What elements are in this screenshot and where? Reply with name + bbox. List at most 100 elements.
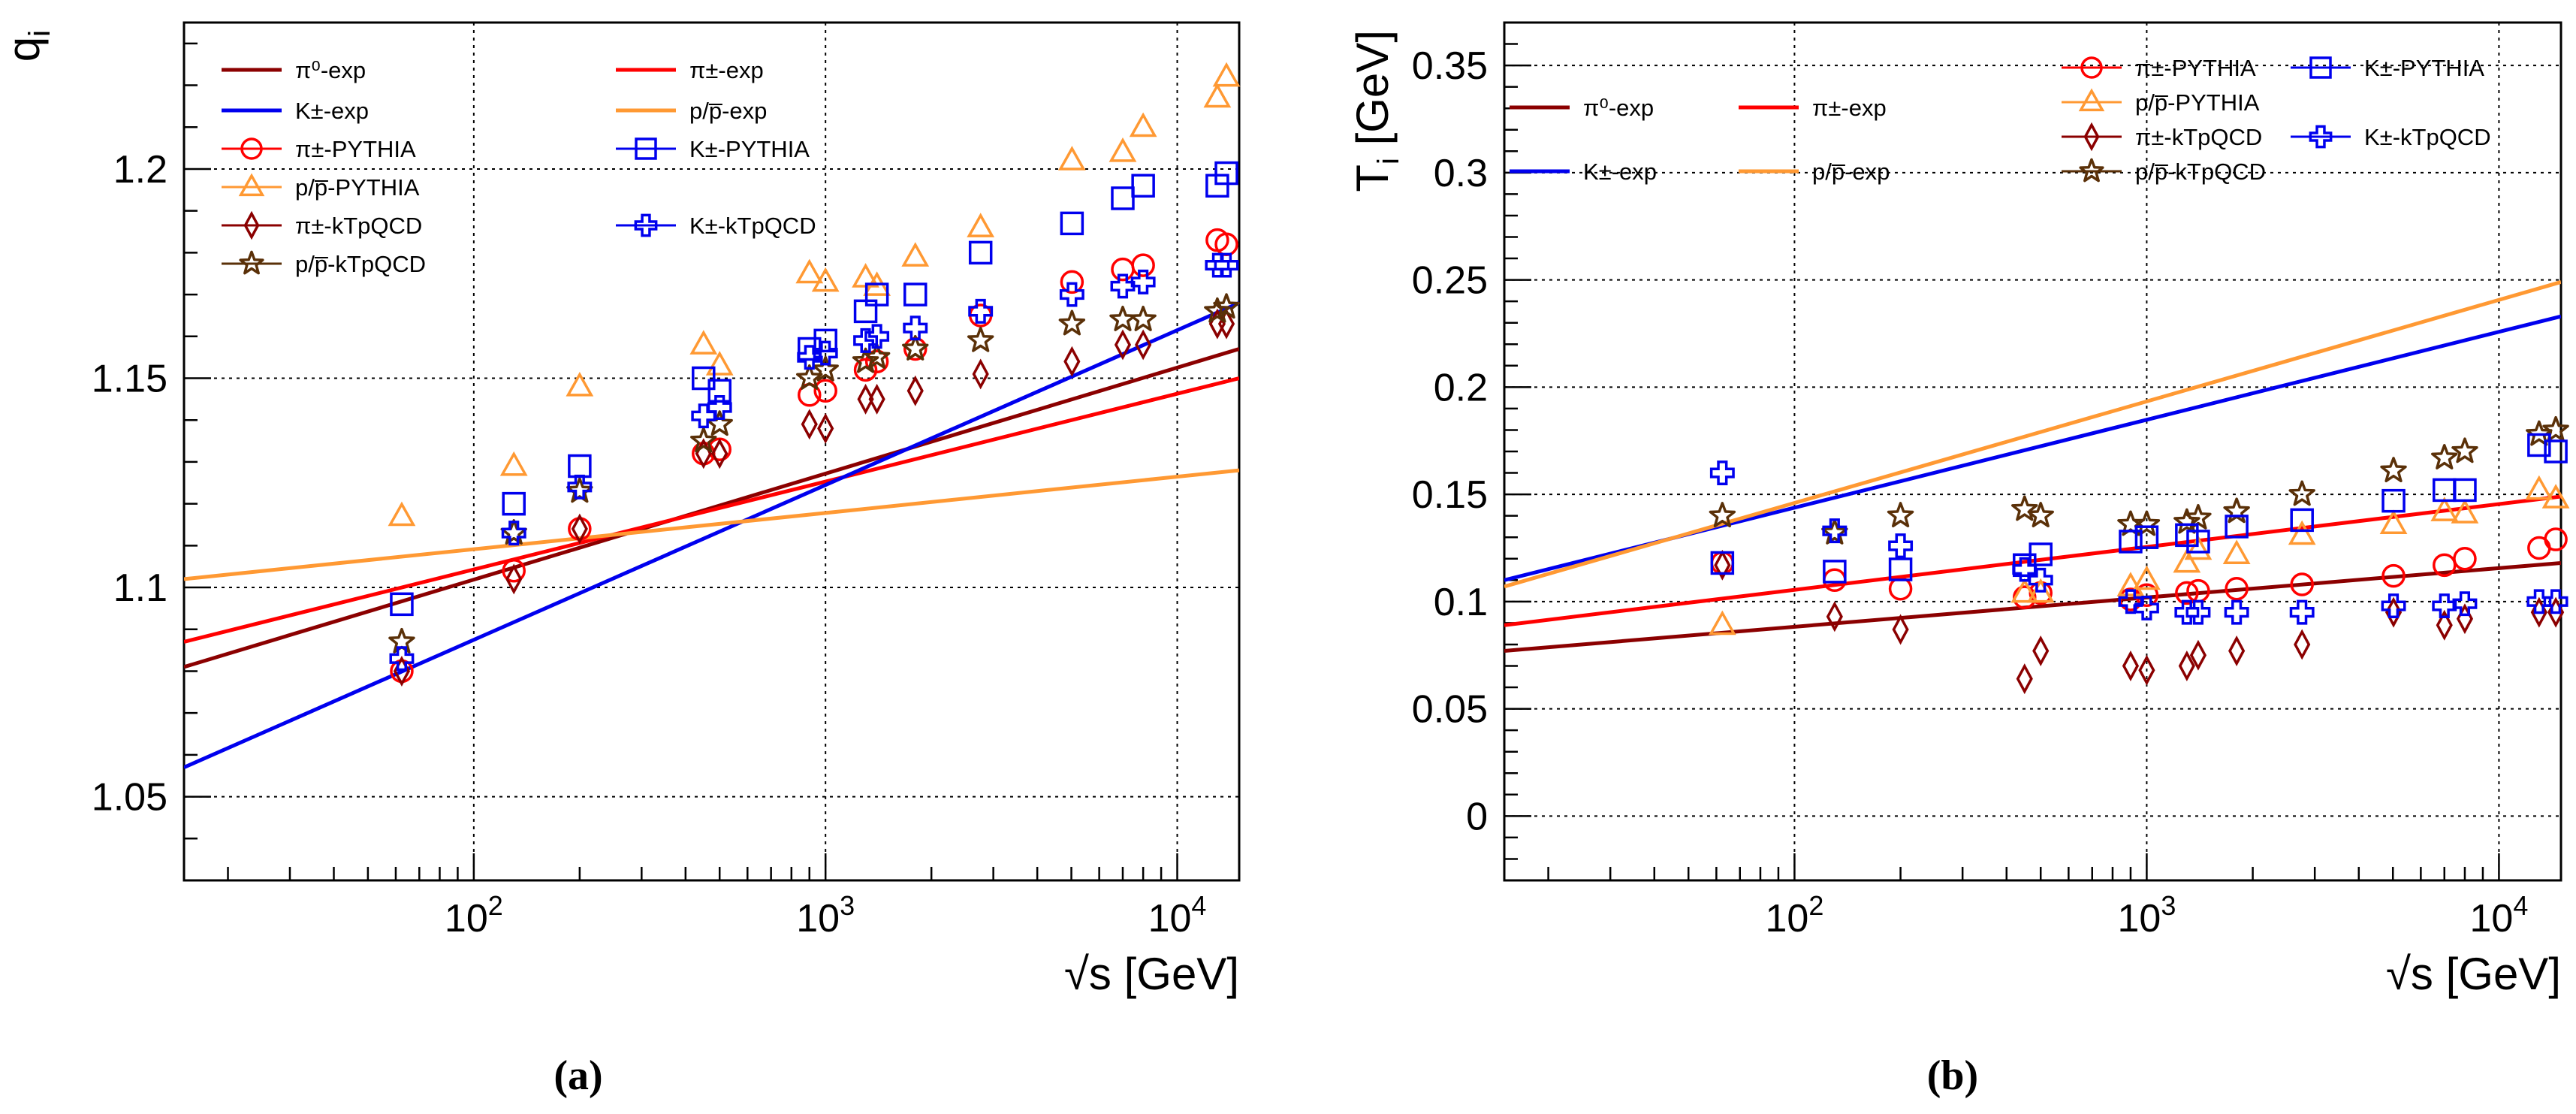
series-p_kt: [388, 293, 1240, 654]
data-point-pi_kt: [1135, 329, 1152, 361]
legend-swatch-marker: [239, 250, 264, 275]
y-tick-label: 1.1: [113, 566, 167, 610]
legend-label: π⁰-exp: [1583, 95, 1654, 121]
data-point-pi_py: [1710, 551, 1735, 575]
data-point-p_py: [2451, 499, 2479, 524]
data-point-p_py: [2525, 475, 2553, 500]
data-point-p_kt: [690, 427, 717, 453]
data-point-pi_kt: [2436, 609, 2453, 641]
legend-label: K±-exp: [1583, 158, 1657, 185]
data-point-k_kt: [707, 395, 732, 420]
data-point-pi_kt: [2122, 651, 2140, 681]
data-point-p_kt: [500, 519, 527, 545]
data-point-pi_kt: [972, 358, 989, 390]
legend-label: K±-exp: [295, 98, 369, 124]
data-point-k_kt: [2381, 593, 2406, 619]
legend-item-k_py: K±-PYTHIA: [2291, 55, 2484, 81]
legend-item-p_kt: p/p̅-kTpQCD: [222, 250, 426, 277]
data-point-k_py: [968, 240, 993, 265]
y-axis-label: Ti [GeV]: [1347, 30, 1405, 192]
data-point-k_py: [1823, 560, 1847, 584]
data-point-p_kt: [1887, 502, 1914, 527]
data-point-pi_py: [1131, 253, 1155, 277]
legend-label: π±-exp: [1812, 95, 1887, 121]
data-point-pi_py: [502, 559, 526, 583]
x-tick-label: 102: [1765, 890, 1823, 940]
data-point-pi_kt: [2138, 654, 2155, 686]
series-p_py: [1708, 475, 2570, 635]
data-point-k_py: [2290, 508, 2314, 533]
legend-item-p_exp: p/p̅-exp: [616, 98, 767, 124]
data-point-p_py: [1057, 146, 1086, 171]
data-point-pi_kt: [906, 375, 924, 406]
data-point-k_kt: [2452, 591, 2478, 617]
data-point-p_py: [1109, 137, 1137, 162]
data-point-pi_kt: [857, 383, 874, 415]
fit-line-pipm_exp: [184, 376, 1239, 644]
data-point-p_kt: [1821, 518, 1848, 545]
fit-line-p_exp: [1504, 280, 2561, 589]
data-point-p_kt: [2011, 495, 2038, 521]
data-point-p_kt: [706, 410, 733, 436]
data-point-p_kt: [863, 343, 891, 370]
x-axis-label: √s [GeV]: [1064, 949, 1239, 999]
data-point-pi_kt: [2189, 639, 2207, 671]
x-axis-label: √s [GeV]: [2386, 949, 2561, 999]
y-tick-label: 0.3: [1434, 152, 1488, 195]
data-point-p_py: [1129, 112, 1157, 137]
data-point-k_kt: [389, 646, 415, 672]
data-point-p_kt: [1709, 502, 1736, 527]
data-point-p_kt: [1058, 309, 1086, 336]
data-point-p_py: [388, 501, 416, 527]
x-tick-label: 103: [796, 890, 855, 940]
legend-item-p_kt: p/p̅-kTpQCD: [2062, 158, 2266, 185]
legend-item-pipm_exp: π±-exp: [1739, 95, 1887, 121]
data-point-k_py: [707, 379, 731, 403]
legend-swatch-marker: [634, 213, 658, 237]
data-point-pi_py: [813, 379, 837, 403]
data-point-pi_kt: [1063, 346, 1081, 377]
data-point-k_py: [2186, 530, 2210, 554]
data-point-pi_py: [2544, 527, 2568, 551]
data-point-k_kt: [1205, 252, 1230, 278]
data-point-p_kt: [2288, 480, 2315, 506]
data-point-p_py: [2430, 497, 2459, 521]
data-point-k_kt: [1888, 533, 1914, 559]
data-point-pi_py: [2175, 581, 2199, 605]
data-point-k_kt: [1130, 269, 1156, 294]
data-point-k_py: [1888, 557, 1913, 581]
data-point-k_kt: [1214, 252, 1239, 278]
legend-item-k_py: K±-PYTHIA: [616, 136, 810, 162]
fit-line-pi0_exp: [184, 347, 1239, 669]
data-point-k_py: [1111, 186, 1135, 210]
y-tick-label: 0.35: [1412, 44, 1488, 88]
legend-item-pi0_exp: π⁰-exp: [222, 57, 366, 83]
legend-item-k_exp: K±-exp: [1510, 158, 1657, 185]
caption-b: (b): [1927, 1052, 1978, 1099]
legend-label: p/p̅-kTpQCD: [295, 251, 426, 277]
y-tick-label: 0.05: [1412, 688, 1488, 732]
caption-a: (a): [554, 1052, 602, 1099]
data-point-p_py: [2288, 520, 2316, 545]
data-point-k_py: [1710, 551, 1735, 575]
legend-swatch-marker: [635, 137, 657, 160]
data-point-p_py: [2026, 578, 2055, 603]
legend-item-k_kt: K±-kTpQCD: [616, 213, 816, 239]
data-point-pi_py: [2381, 563, 2406, 588]
data-point-k_py: [390, 592, 414, 617]
data-point-p_kt: [2133, 510, 2161, 536]
data-point-k_kt: [501, 521, 526, 546]
fit-line-k_exp: [184, 300, 1239, 769]
data-point-pi_kt: [1114, 329, 1132, 361]
data-point-pi_py: [2453, 547, 2477, 571]
data-point-k_kt: [1822, 518, 1848, 544]
data-point-pi_kt: [2032, 635, 2050, 666]
legend-swatch-marker: [2309, 125, 2333, 149]
legend-swatch-marker: [240, 137, 263, 160]
y-tick-label: 0: [1466, 795, 1488, 838]
y-tick-label: 1.15: [92, 358, 167, 401]
y-tick-label: 0.15: [1412, 473, 1488, 517]
data-point-p_py: [689, 330, 718, 355]
data-point-p_kt: [2173, 508, 2200, 534]
data-point-p_py: [1212, 62, 1241, 87]
